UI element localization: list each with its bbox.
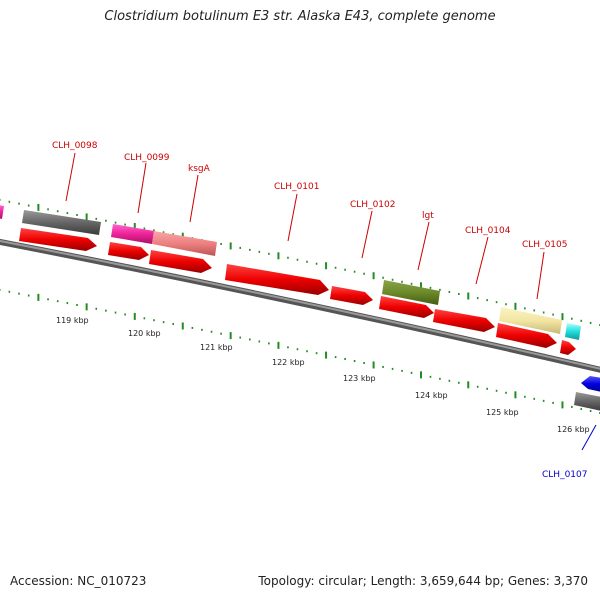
gene-label[interactable]: CLH_0101: [274, 182, 319, 192]
cds-arrow[interactable]: [19, 228, 97, 251]
scale-label: 123 kbp: [343, 374, 376, 383]
scale-label: 120 kbp: [128, 329, 161, 338]
inner-tick-ring: [0, 288, 600, 414]
scale-labels: 119 kbp 120 kbp 121 kbp 122 kbp 123 kbp …: [56, 316, 590, 434]
label-leaders: [65, 152, 597, 451]
feature-clh-0099[interactable]: [111, 224, 154, 244]
cds-arrow[interactable]: [379, 296, 434, 318]
gene-label[interactable]: CLH_0098: [52, 141, 98, 151]
feature-lane-lower: [19, 228, 600, 411]
feature-ksga[interactable]: [152, 231, 217, 256]
map-title: Clostridium botulinum E3 str. Alaska E43…: [104, 9, 496, 24]
gene-label[interactable]: CLH_0099: [124, 153, 170, 163]
cds-arrow[interactable]: [108, 242, 149, 260]
feature-blue[interactable]: [581, 376, 600, 392]
gene-label[interactable]: CLH_0104: [465, 226, 511, 236]
cds-arrow[interactable]: [225, 264, 329, 295]
gene-label[interactable]: CLH_0105: [522, 240, 567, 250]
genome-backbone: [0, 238, 600, 373]
feature-cyan[interactable]: [565, 323, 581, 340]
cds-arrow[interactable]: [433, 309, 495, 332]
scale-label: 122 kbp: [272, 358, 305, 367]
genome-summary: Topology: circular; Length: 3,659,644 bp…: [258, 574, 588, 588]
scale-label: 121 kbp: [200, 343, 233, 352]
feature-magenta-left[interactable]: [0, 205, 4, 219]
scale-label: 124 kbp: [415, 391, 448, 400]
scale-label: 125 kbp: [486, 408, 519, 417]
scale-label: 126 kbp: [557, 425, 590, 434]
feature-lane-upper: [0, 205, 581, 340]
scale-label: 119 kbp: [56, 316, 89, 325]
gene-label[interactable]: lgt: [422, 211, 434, 221]
cds-arrow[interactable]: [330, 286, 373, 305]
feature-clh-0105[interactable]: [499, 307, 562, 334]
feature-lgt[interactable]: [382, 280, 440, 305]
accession-info: Accession: NC_010723: [10, 574, 147, 588]
feature-clh-0098[interactable]: [22, 210, 101, 235]
feature-clh-0107[interactable]: [574, 392, 600, 411]
gene-label[interactable]: CLH_0107: [542, 470, 587, 480]
cds-arrow[interactable]: [560, 340, 576, 355]
gene-labels: CLH_0098 CLH_0099 ksgA CLH_0101 CLH_0102…: [52, 141, 587, 480]
gene-label[interactable]: ksgA: [188, 164, 211, 174]
cds-arrow[interactable]: [149, 250, 212, 273]
gene-label[interactable]: CLH_0102: [350, 200, 395, 210]
cds-arrow[interactable]: [496, 323, 557, 348]
